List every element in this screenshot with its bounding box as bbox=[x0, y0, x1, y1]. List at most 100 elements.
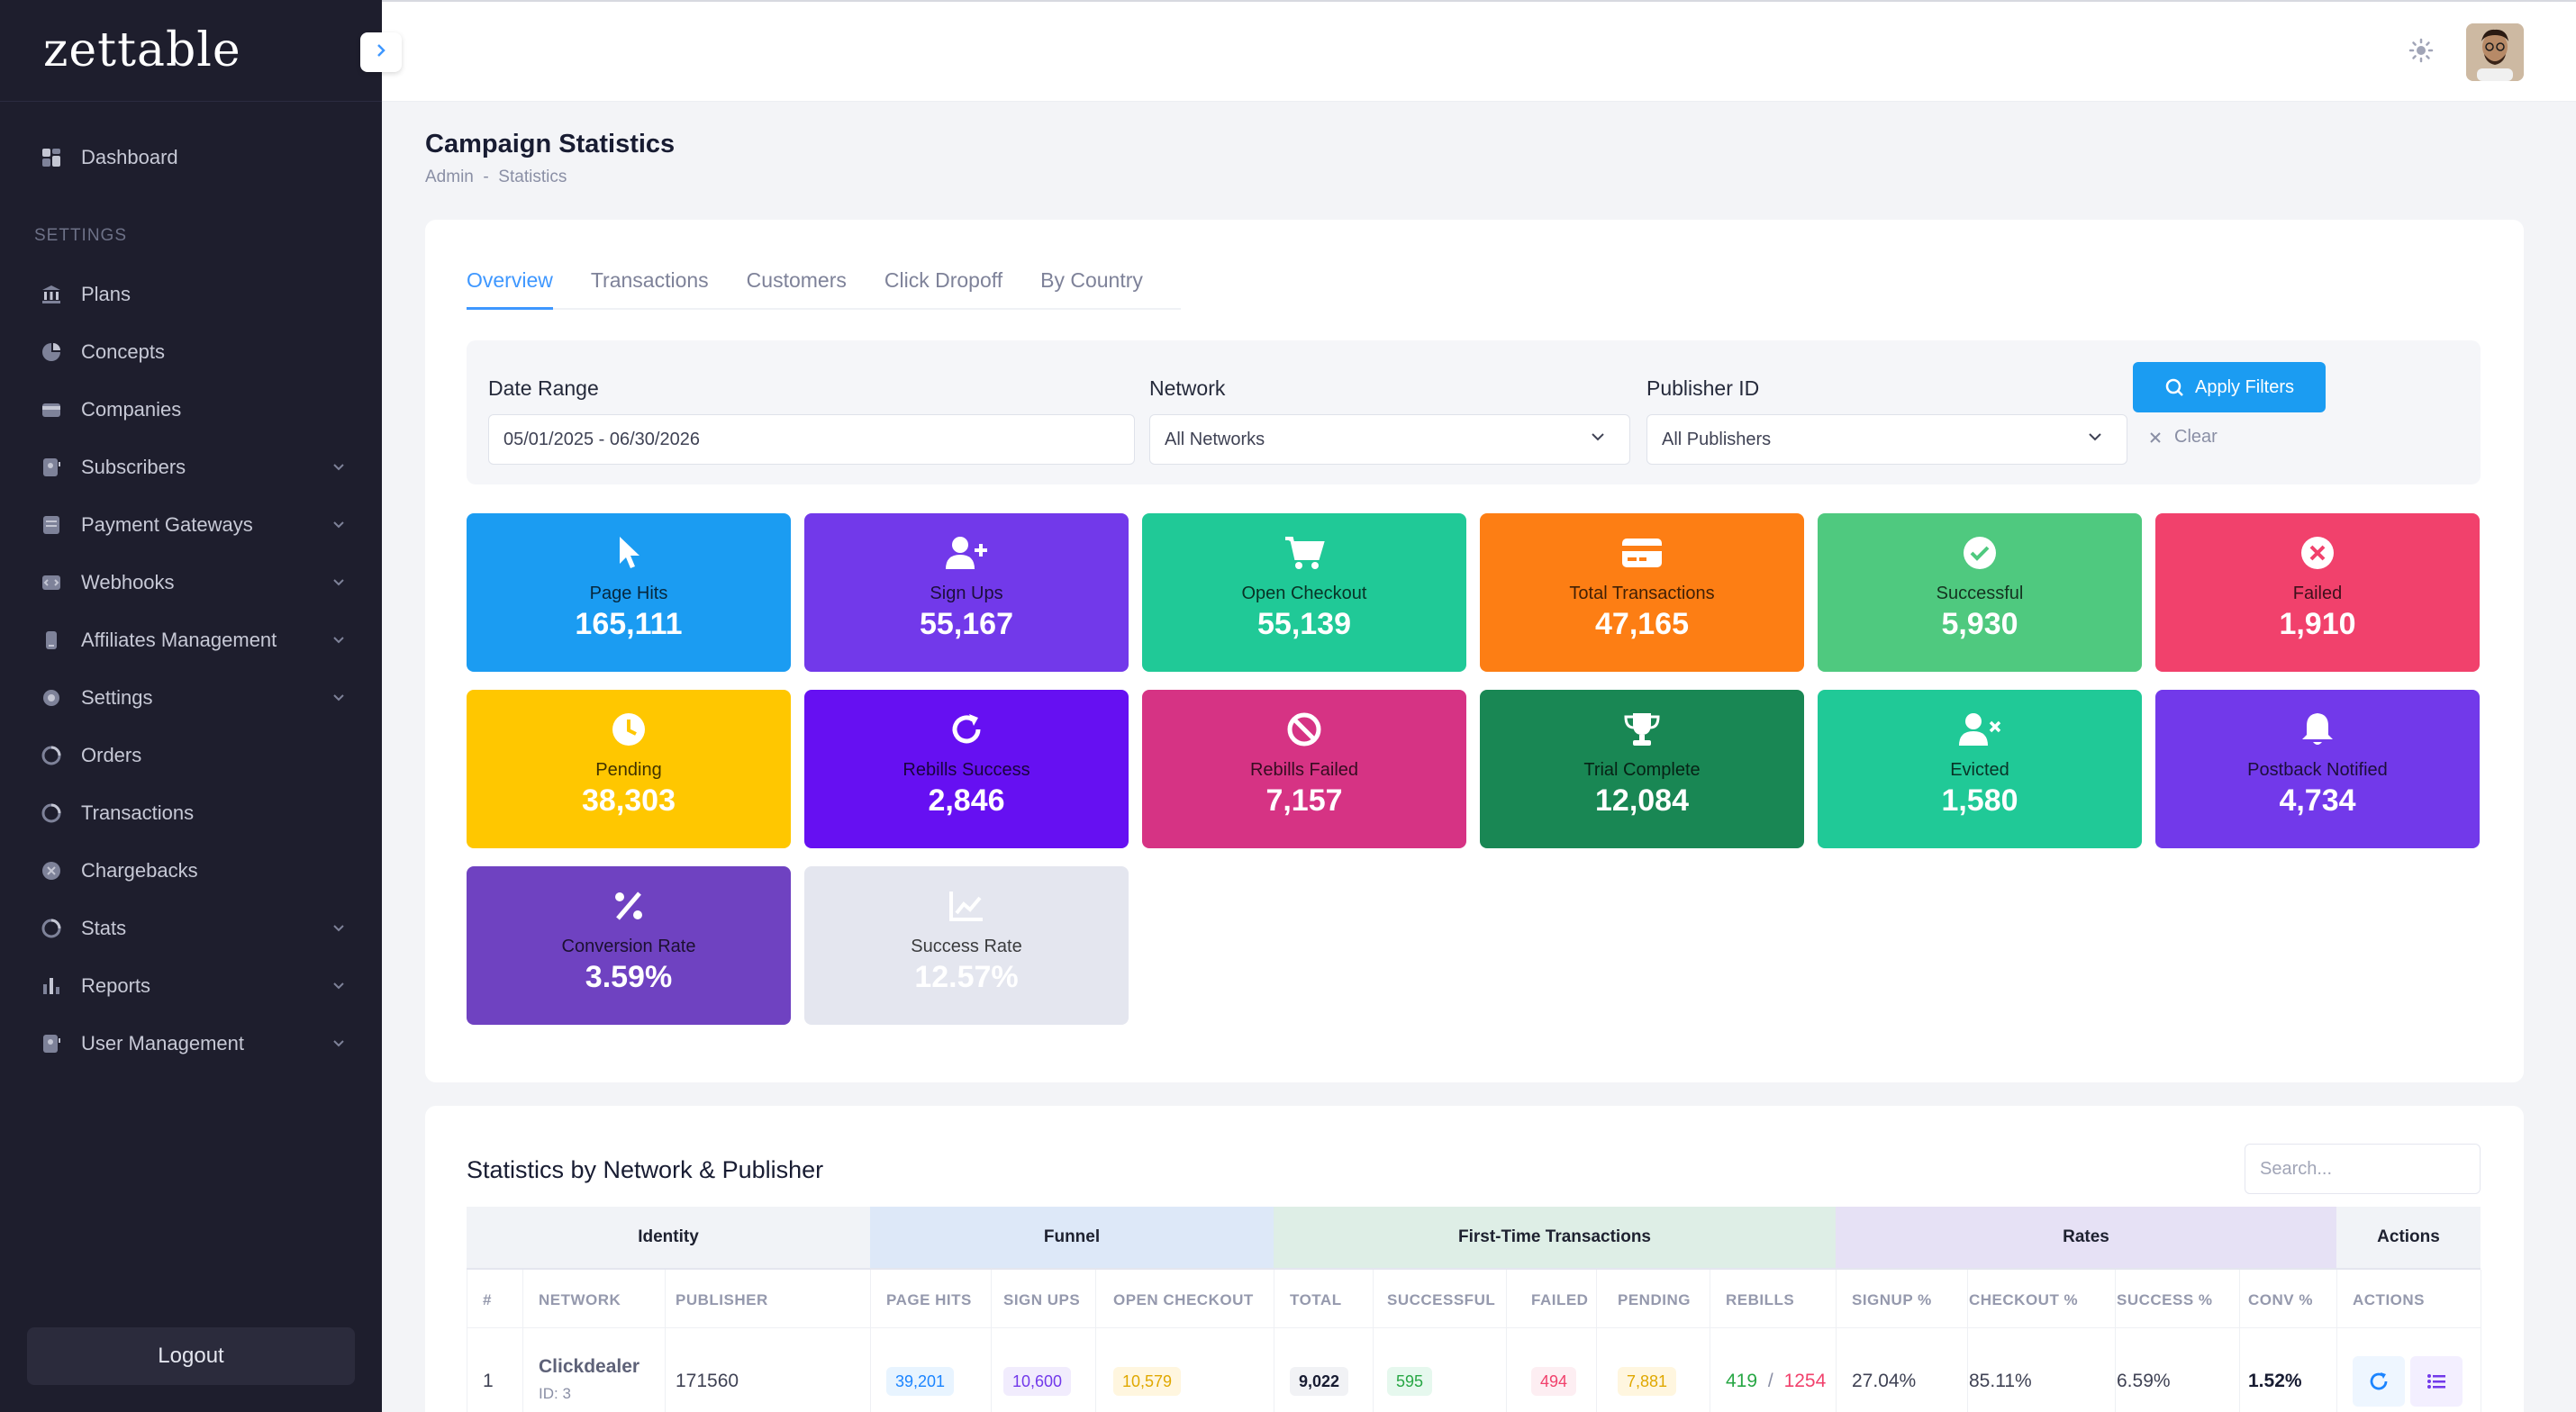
stat-label: Pending bbox=[595, 760, 662, 780]
column-header[interactable]: PENDING bbox=[1618, 1291, 1691, 1308]
avatar[interactable] bbox=[2466, 23, 2524, 81]
sidebar-item-webhooks[interactable]: Webhooks bbox=[0, 554, 382, 611]
stat-value: 38,303 bbox=[582, 783, 676, 818]
column-header[interactable]: OPEN CHECKOUT bbox=[1113, 1291, 1254, 1308]
wallet-icon bbox=[40, 398, 63, 421]
table-search-input[interactable]: Search... bbox=[2245, 1144, 2481, 1194]
column-header[interactable]: SUCCESS % bbox=[2117, 1291, 2213, 1308]
user-management-icon bbox=[40, 1032, 63, 1055]
clear-filters-button[interactable]: Clear bbox=[2149, 427, 2218, 448]
sidebar-toggle-button[interactable] bbox=[360, 32, 402, 72]
sidebar-section-title: SETTINGS bbox=[34, 226, 128, 245]
stat-card-rebills-failed[interactable]: Rebills Failed 7,157 bbox=[1142, 690, 1466, 848]
chevron-down-icon bbox=[331, 571, 346, 594]
chevron-down-icon bbox=[331, 513, 346, 537]
sidebar-item-settings[interactable]: Settings bbox=[0, 669, 382, 727]
sidebar-item-payment-gateways[interactable]: Payment Gateways bbox=[0, 496, 382, 554]
column-header[interactable]: SIGN UPS bbox=[1003, 1291, 1081, 1308]
column-header[interactable]: SIGNUP % bbox=[1852, 1291, 1932, 1308]
stat-card-trial-complete[interactable]: Trial Complete 12,084 bbox=[1480, 690, 1804, 848]
stat-value: 12,084 bbox=[1595, 783, 1689, 818]
stat-card-failed[interactable]: Failed 1,910 bbox=[2155, 513, 2480, 672]
sidebar-item-label: Concepts bbox=[81, 340, 165, 363]
stat-label: Sign Ups bbox=[930, 584, 1003, 603]
tab-overview[interactable]: Overview bbox=[467, 268, 553, 310]
sidebar-item-companies[interactable]: Companies bbox=[0, 381, 382, 439]
apply-filters-button[interactable]: Apply Filters bbox=[2133, 362, 2326, 412]
column-header[interactable]: FAILED bbox=[1531, 1291, 1589, 1308]
column-header[interactable]: CONV % bbox=[2248, 1291, 2313, 1308]
column-header[interactable]: REBILLS bbox=[1726, 1291, 1795, 1308]
stat-value: 5,930 bbox=[1941, 607, 2018, 641]
sidebar-item-dashboard[interactable]: Dashboard bbox=[0, 129, 382, 186]
sidebar-item-label: User Management bbox=[81, 1032, 244, 1054]
column-header[interactable]: PAGE HITS bbox=[886, 1291, 972, 1308]
page-hits-badge: 39,201 bbox=[886, 1367, 955, 1396]
date-range-input[interactable]: 05/01/2025 - 06/30/2026 bbox=[488, 414, 1135, 465]
refresh-row-button[interactable] bbox=[2353, 1356, 2405, 1407]
credit-card-icon bbox=[1480, 533, 1804, 573]
stat-value: 12.57% bbox=[914, 960, 1019, 994]
tab-transactions[interactable]: Transactions bbox=[590, 268, 709, 292]
stat-value: 55,167 bbox=[920, 607, 1013, 641]
sidebar-item-label: Transactions bbox=[81, 801, 195, 824]
column-header[interactable]: CHECKOUT % bbox=[1969, 1291, 2079, 1308]
column-header[interactable]: SUCCESSFUL bbox=[1387, 1291, 1496, 1308]
stat-label: Open Checkout bbox=[1241, 584, 1367, 603]
statistics-table-card: Statistics by Network & Publisher Search… bbox=[425, 1106, 2524, 1412]
tab-by-country[interactable]: By Country bbox=[1040, 268, 1143, 292]
stat-card-page-hits[interactable]: Page Hits 165,111 bbox=[467, 513, 791, 672]
sidebar-item-chargebacks[interactable]: Chargebacks bbox=[0, 842, 382, 900]
stat-value: 7,157 bbox=[1265, 783, 1343, 818]
stat-value: 3.59% bbox=[585, 960, 673, 994]
stat-card-sign-ups[interactable]: Sign Ups 55,167 bbox=[804, 513, 1129, 672]
stat-card-pending[interactable]: Pending 38,303 bbox=[467, 690, 791, 848]
breadcrumb[interactable]: Admin - Statistics bbox=[425, 167, 567, 186]
logout-button[interactable]: Logout bbox=[27, 1327, 355, 1385]
brand-logo[interactable]: zettable bbox=[0, 0, 382, 102]
column-header[interactable]: PUBLISHER bbox=[676, 1291, 768, 1308]
stat-card-open-checkout[interactable]: Open Checkout 55,139 bbox=[1142, 513, 1466, 672]
sidebar-item-label: Settings bbox=[81, 686, 153, 709]
group-header-rates: Rates bbox=[1836, 1207, 2336, 1270]
stat-value: 55,139 bbox=[1257, 607, 1351, 641]
conv-pct: 1.52% bbox=[2248, 1371, 2302, 1391]
sidebar-item-concepts[interactable]: Concepts bbox=[0, 323, 382, 381]
tab-customers[interactable]: Customers bbox=[746, 268, 847, 292]
stat-label: Evicted bbox=[1950, 760, 2009, 780]
sidebar-item-subscribers[interactable]: Subscribers bbox=[0, 439, 382, 496]
sidebar-item-orders[interactable]: Orders bbox=[0, 727, 382, 784]
details-row-button[interactable] bbox=[2410, 1356, 2463, 1407]
stat-card-success-rate[interactable]: Success Rate 12.57% bbox=[804, 866, 1129, 1025]
x-circle-icon bbox=[2155, 533, 2480, 573]
sidebar-item-user-management[interactable]: User Management bbox=[0, 1015, 382, 1073]
chevron-down-icon bbox=[331, 629, 346, 652]
sidebar-item-stats[interactable]: Stats bbox=[0, 900, 382, 957]
sidebar-item-transactions[interactable]: Transactions bbox=[0, 784, 382, 842]
stat-card-rebills-success[interactable]: Rebills Success 2,846 bbox=[804, 690, 1129, 848]
checkout-pct: 85.11% bbox=[1969, 1371, 2032, 1391]
stat-card-successful[interactable]: Successful 5,930 bbox=[1818, 513, 2142, 672]
search-icon bbox=[2165, 378, 2183, 396]
sidebar-item-plans[interactable]: Plans bbox=[0, 266, 382, 323]
sidebar-item-label: Affiliates Management bbox=[81, 629, 277, 651]
column-header[interactable]: NETWORK bbox=[539, 1291, 621, 1308]
network-select[interactable]: All Networks bbox=[1149, 414, 1630, 465]
publisher-select[interactable]: All Publishers bbox=[1646, 414, 2127, 465]
chevron-down-icon bbox=[1590, 429, 1606, 450]
tab-click-dropoff[interactable]: Click Dropoff bbox=[884, 268, 1003, 292]
sidebar-item-reports[interactable]: Reports bbox=[0, 957, 382, 1015]
stat-card-total-transactions[interactable]: Total Transactions 47,165 bbox=[1480, 513, 1804, 672]
close-icon bbox=[2150, 431, 2161, 443]
stat-card-conversion-rate[interactable]: Conversion Rate 3.59% bbox=[467, 866, 791, 1025]
stat-label: Conversion Rate bbox=[561, 937, 696, 956]
stat-card-postback-notified[interactable]: Postback Notified 4,734 bbox=[2155, 690, 2480, 848]
stat-value: 4,734 bbox=[2279, 783, 2356, 818]
filter-panel: Date Range 05/01/2025 - 06/30/2026 Netwo… bbox=[467, 340, 2481, 484]
sidebar-item-label: Payment Gateways bbox=[81, 513, 253, 536]
successful-badge: 595 bbox=[1387, 1367, 1433, 1396]
column-header[interactable]: TOTAL bbox=[1290, 1291, 1342, 1308]
stat-card-evicted[interactable]: Evicted 1,580 bbox=[1818, 690, 2142, 848]
sidebar-item-affiliates-management[interactable]: Affiliates Management bbox=[0, 611, 382, 669]
sun-icon[interactable] bbox=[2405, 34, 2437, 67]
